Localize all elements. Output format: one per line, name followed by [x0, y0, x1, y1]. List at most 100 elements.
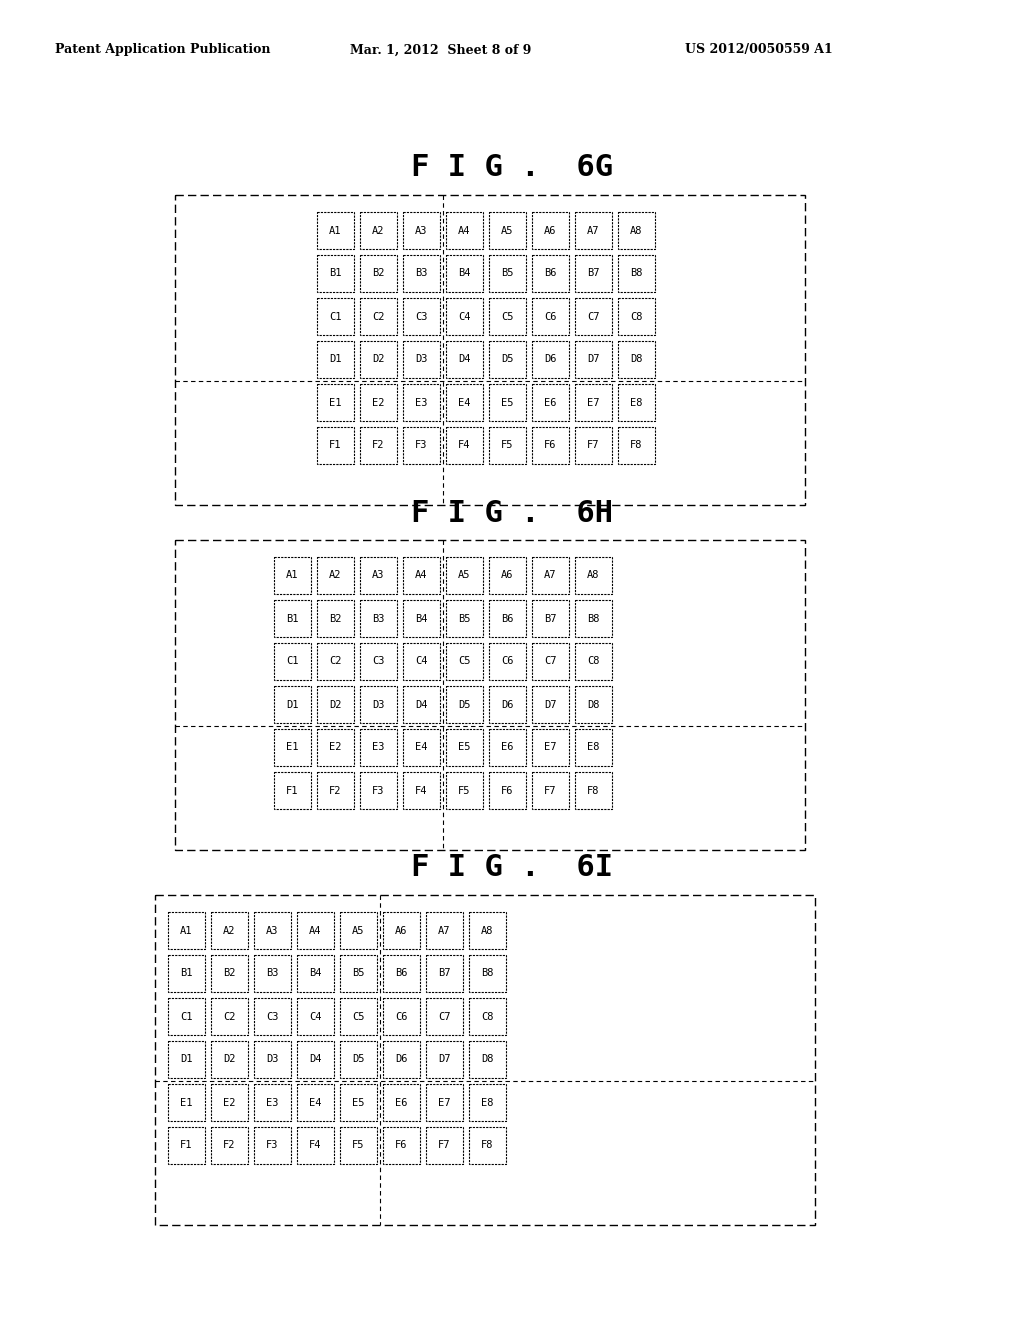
Bar: [469, 1084, 506, 1121]
Bar: [489, 298, 526, 335]
Text: D7: D7: [544, 700, 557, 710]
Text: B2: B2: [330, 614, 342, 623]
Text: C2: C2: [373, 312, 385, 322]
Text: A8: A8: [587, 570, 600, 581]
Text: D5: D5: [352, 1055, 365, 1064]
Bar: [403, 557, 440, 594]
Text: C2: C2: [223, 1011, 236, 1022]
Bar: [360, 601, 397, 638]
Text: D8: D8: [630, 355, 643, 364]
Text: E7: E7: [544, 742, 557, 752]
Text: C7: C7: [544, 656, 557, 667]
Bar: [360, 298, 397, 335]
Bar: [383, 998, 420, 1035]
Bar: [274, 643, 311, 680]
Bar: [446, 426, 483, 465]
Text: Patent Application Publication: Patent Application Publication: [55, 44, 270, 57]
Text: F6: F6: [502, 785, 514, 796]
Bar: [532, 729, 569, 766]
Bar: [426, 1084, 463, 1121]
Bar: [426, 1041, 463, 1078]
Bar: [446, 643, 483, 680]
Text: A5: A5: [502, 226, 514, 235]
Text: C7: C7: [587, 312, 600, 322]
Bar: [489, 557, 526, 594]
Text: A7: A7: [587, 226, 600, 235]
Bar: [254, 912, 291, 949]
Bar: [403, 686, 440, 723]
Bar: [575, 426, 612, 465]
Text: A8: A8: [481, 925, 494, 936]
Text: E1: E1: [287, 742, 299, 752]
Bar: [446, 729, 483, 766]
Text: D6: D6: [502, 700, 514, 710]
Text: E5: E5: [352, 1097, 365, 1107]
Text: F5: F5: [459, 785, 471, 796]
Bar: [426, 912, 463, 949]
Bar: [469, 998, 506, 1035]
Bar: [211, 998, 248, 1035]
Bar: [489, 772, 526, 809]
Bar: [532, 772, 569, 809]
Bar: [575, 557, 612, 594]
Bar: [168, 998, 205, 1035]
Text: F I G .  6G: F I G . 6G: [411, 153, 613, 182]
Text: D5: D5: [502, 355, 514, 364]
Text: E2: E2: [223, 1097, 236, 1107]
Text: B3: B3: [416, 268, 428, 279]
Text: A1: A1: [180, 925, 193, 936]
Text: B8: B8: [481, 969, 494, 978]
Text: C8: C8: [481, 1011, 494, 1022]
Text: B5: B5: [352, 969, 365, 978]
Bar: [446, 601, 483, 638]
Text: D3: D3: [266, 1055, 279, 1064]
Bar: [469, 954, 506, 993]
Bar: [489, 729, 526, 766]
Bar: [532, 213, 569, 249]
Text: F5: F5: [502, 441, 514, 450]
Text: C2: C2: [330, 656, 342, 667]
Text: C4: C4: [459, 312, 471, 322]
Bar: [340, 998, 377, 1035]
Text: F I G .  6I: F I G . 6I: [411, 854, 613, 883]
Bar: [317, 643, 354, 680]
Bar: [446, 341, 483, 378]
Text: E3: E3: [373, 742, 385, 752]
Text: D1: D1: [180, 1055, 193, 1064]
Text: E3: E3: [416, 397, 428, 408]
Bar: [532, 601, 569, 638]
Text: B1: B1: [180, 969, 193, 978]
Text: B6: B6: [544, 268, 557, 279]
Text: E8: E8: [481, 1097, 494, 1107]
Text: B7: B7: [544, 614, 557, 623]
Text: F3: F3: [266, 1140, 279, 1151]
Bar: [297, 1084, 334, 1121]
Bar: [383, 1084, 420, 1121]
Bar: [403, 643, 440, 680]
Bar: [532, 557, 569, 594]
Text: A6: A6: [395, 925, 408, 936]
Bar: [403, 298, 440, 335]
Bar: [575, 213, 612, 249]
Text: B2: B2: [373, 268, 385, 279]
Bar: [297, 998, 334, 1035]
Bar: [532, 255, 569, 292]
Bar: [274, 772, 311, 809]
Text: F4: F4: [416, 785, 428, 796]
Bar: [489, 601, 526, 638]
Text: D1: D1: [330, 355, 342, 364]
Text: A7: A7: [544, 570, 557, 581]
Text: B1: B1: [287, 614, 299, 623]
Bar: [340, 954, 377, 993]
Bar: [254, 1084, 291, 1121]
Bar: [340, 1084, 377, 1121]
Bar: [340, 1041, 377, 1078]
Bar: [575, 255, 612, 292]
Text: B6: B6: [502, 614, 514, 623]
Bar: [254, 1127, 291, 1164]
Bar: [168, 912, 205, 949]
Text: D6: D6: [395, 1055, 408, 1064]
Bar: [575, 601, 612, 638]
Text: F I G .  6H: F I G . 6H: [411, 499, 613, 528]
Bar: [532, 341, 569, 378]
